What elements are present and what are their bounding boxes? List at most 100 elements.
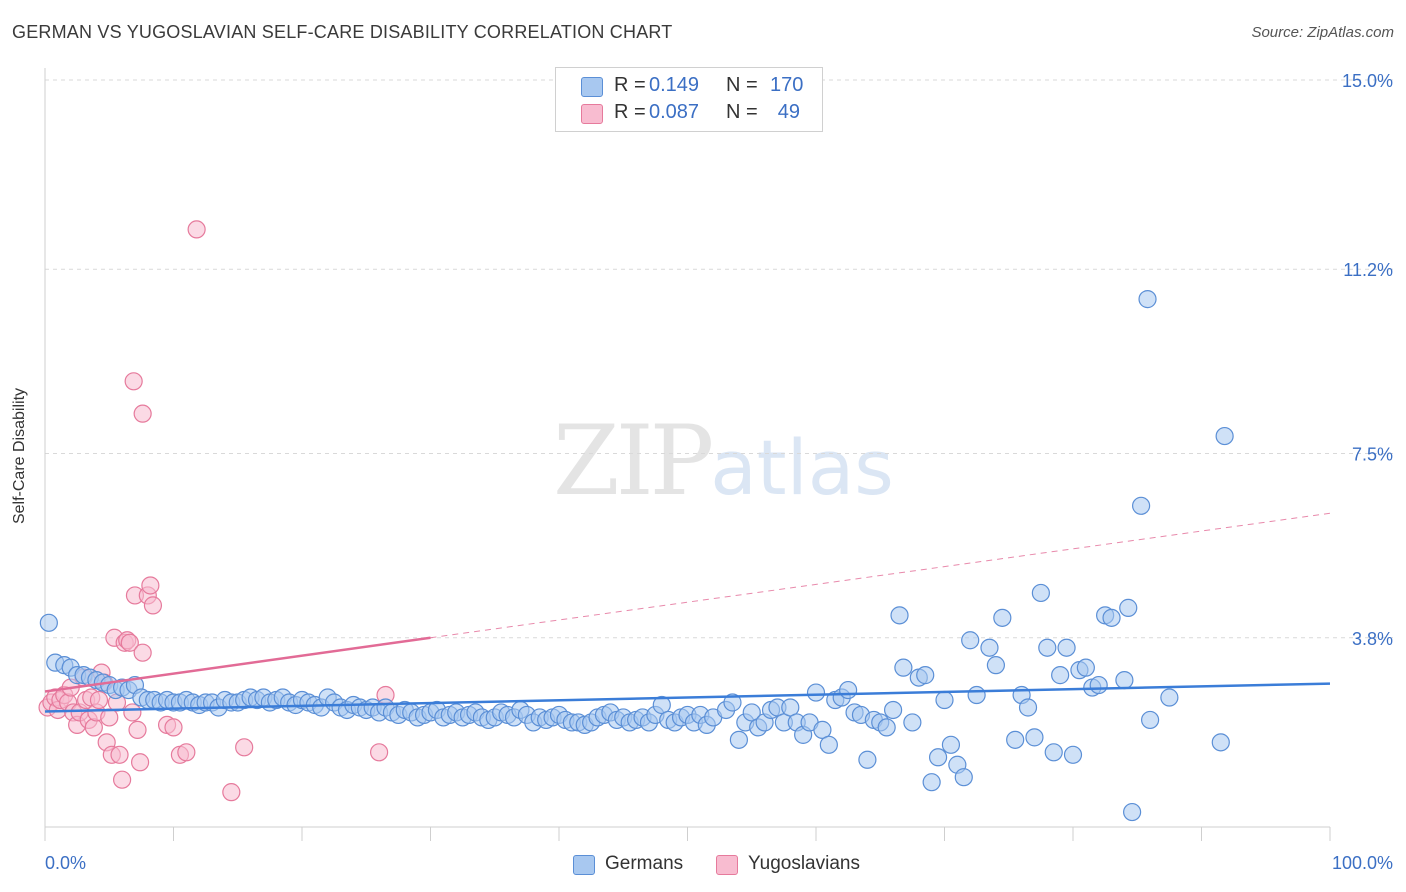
data-point-yugoslavian xyxy=(89,690,109,710)
legend-r-label: R = xyxy=(614,101,646,123)
data-point-yugoslavian xyxy=(123,703,142,722)
data-point-german xyxy=(1018,698,1038,717)
data-point-german xyxy=(1031,583,1050,603)
legend-r-label: R = xyxy=(614,74,646,96)
legend-swatch-yugoslavians xyxy=(581,104,603,124)
data-point-yugoslavian xyxy=(128,720,147,739)
data-point-german xyxy=(916,666,935,685)
data-point-german xyxy=(729,730,749,749)
trend-line-yugoslavians xyxy=(44,636,431,693)
gridlines xyxy=(45,79,1395,639)
legend-swatch-germans xyxy=(581,77,603,97)
data-point-german xyxy=(1025,728,1044,747)
legend-swatch-germans xyxy=(573,855,595,875)
data-point-german xyxy=(1132,496,1151,515)
data-point-german xyxy=(922,773,941,792)
data-point-german xyxy=(1102,608,1121,627)
legend-n-value: 49 xyxy=(777,101,800,123)
watermark-zip: ZIP xyxy=(553,405,714,517)
data-point-yugoslavian xyxy=(110,745,129,764)
trend-lines xyxy=(44,512,1331,713)
data-point-yugoslavian xyxy=(100,708,119,727)
x-tick-label-min: 0.0% xyxy=(45,853,86,873)
data-point-german xyxy=(993,608,1012,627)
data-point-yugoslavian xyxy=(124,372,143,391)
trend-extension-yugoslavians xyxy=(430,512,1331,639)
legend-r-value: 0.149 xyxy=(649,74,700,96)
legend-n-value: 170 xyxy=(770,74,804,96)
data-point-german xyxy=(903,713,922,732)
data-point-yugoslavian xyxy=(133,404,152,423)
data-point-yugoslavian xyxy=(235,738,254,757)
data-point-german xyxy=(1038,638,1057,657)
data-point-german xyxy=(980,638,999,657)
legend-n-label: N = xyxy=(726,101,758,123)
watermark-atlas: atlas xyxy=(710,423,894,512)
data-point-german xyxy=(806,683,826,702)
data-point-yugoslavian xyxy=(112,770,132,789)
data-point-german xyxy=(1123,802,1142,822)
data-point-yugoslavian xyxy=(187,220,206,239)
legend-row-germans: R = 0.149 N = 170 xyxy=(556,74,822,100)
x-tick-label-max: 100.0% xyxy=(1332,853,1393,873)
correlation-legend: R = 0.149 N = 170 R = 0.087 N = 49 xyxy=(555,67,823,132)
data-point-german xyxy=(883,700,903,720)
data-point-yugoslavian xyxy=(130,753,150,772)
data-point-yugoslavian xyxy=(164,718,183,737)
y-tick-label: 15.0% xyxy=(1342,71,1393,91)
data-point-german xyxy=(941,735,961,754)
data-point-german xyxy=(1140,710,1160,730)
data-point-german xyxy=(1119,598,1138,617)
data-point-german xyxy=(894,658,913,677)
trend-line-germans xyxy=(44,682,1331,713)
data-point-german xyxy=(1160,688,1179,707)
data-point-german xyxy=(1215,426,1234,446)
data-point-german xyxy=(1006,730,1025,749)
data-point-german xyxy=(1138,290,1157,309)
data-point-german xyxy=(1115,670,1134,690)
data-point-yugoslavian xyxy=(120,633,139,652)
data-point-german xyxy=(819,735,838,754)
data-point-german xyxy=(961,631,980,650)
watermark: ZIPatlas xyxy=(553,405,894,517)
germans-points xyxy=(39,290,1234,822)
data-point-german xyxy=(858,750,877,769)
data-point-yugoslavian xyxy=(84,718,103,737)
data-point-german xyxy=(1063,745,1083,764)
data-point-german xyxy=(839,680,858,700)
data-point-german xyxy=(877,718,896,737)
legend-label-germans: Germans xyxy=(605,853,684,874)
data-point-german xyxy=(723,693,742,712)
y-tick-label: 11.2% xyxy=(1343,260,1393,280)
data-point-yugoslavian xyxy=(370,743,389,762)
data-point-german xyxy=(967,685,986,705)
legend-row-yugoslavians: R = 0.087 N = 49 xyxy=(556,101,822,127)
data-point-german xyxy=(1211,733,1230,752)
data-point-german xyxy=(1044,743,1063,762)
data-point-yugoslavian xyxy=(143,596,163,615)
data-point-german xyxy=(935,690,954,710)
data-point-yugoslavian xyxy=(177,743,196,762)
y-tick-label: 3.8% xyxy=(1352,629,1393,649)
legend-swatch-yugoslavians xyxy=(716,855,738,875)
chart-title: GERMAN VS YUGOSLAVIAN SELF-CARE DISABILI… xyxy=(12,22,673,42)
y-tick-label: 7.5% xyxy=(1352,445,1393,465)
data-point-yugoslavian xyxy=(222,783,241,802)
data-point-german xyxy=(1051,666,1070,685)
data-point-german xyxy=(39,613,58,632)
legend-label-yugoslavians: Yugoslavians xyxy=(748,853,860,874)
data-point-german xyxy=(954,768,973,787)
legend-r-value: 0.087 xyxy=(649,101,700,123)
data-point-yugoslavian xyxy=(141,576,160,595)
source-label: Source: ZipAtlas.com xyxy=(1251,24,1394,41)
data-point-german xyxy=(928,748,948,767)
data-point-yugoslavian xyxy=(133,643,152,662)
data-point-german xyxy=(986,656,1006,675)
tick-labels: 3.8% 7.5% 11.2% 15.0% 0.0% 100.0% xyxy=(45,71,1393,873)
data-point-german xyxy=(890,606,909,625)
data-point-german xyxy=(1089,675,1108,695)
legend-n-label: N = xyxy=(726,74,758,96)
data-point-german xyxy=(1057,638,1076,657)
data-point-german xyxy=(1076,658,1095,677)
